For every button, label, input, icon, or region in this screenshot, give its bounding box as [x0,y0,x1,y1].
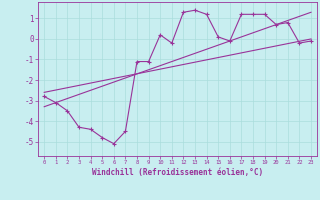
X-axis label: Windchill (Refroidissement éolien,°C): Windchill (Refroidissement éolien,°C) [92,168,263,177]
